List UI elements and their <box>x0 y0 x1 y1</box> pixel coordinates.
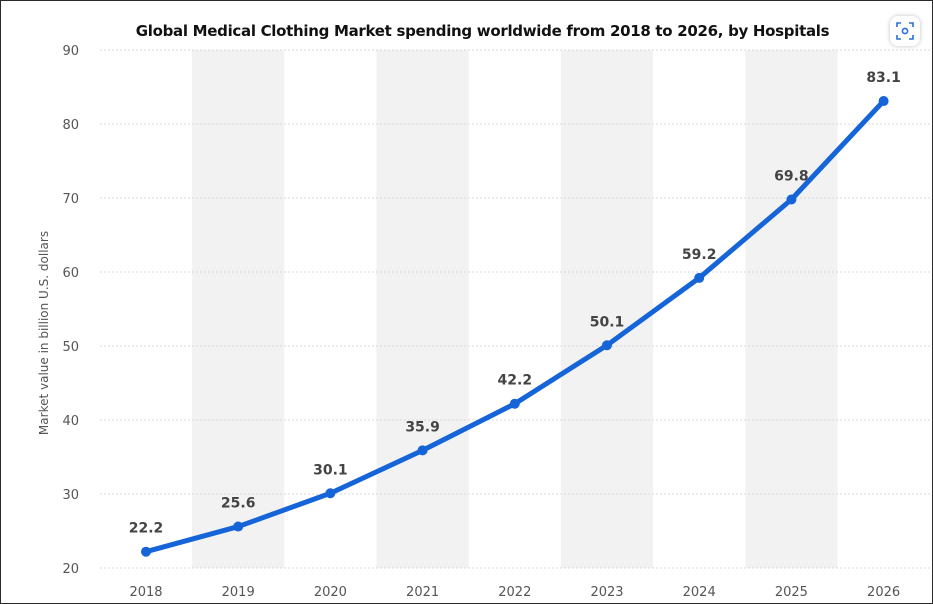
y-tick-label-60: 60 <box>62 266 79 281</box>
x-tick-label-2022: 2022 <box>498 585 531 600</box>
x-tick-label-2021: 2021 <box>406 585 439 600</box>
data-point-2021 <box>417 445 428 456</box>
data-point-2024 <box>694 272 705 283</box>
x-tick-label-2026: 2026 <box>867 585 900 600</box>
data-label-2024: 59.2 <box>682 247 717 263</box>
data-label-2025: 69.8 <box>774 168 809 184</box>
x-tick-label-2019: 2019 <box>222 585 255 600</box>
data-point-2026 <box>878 96 889 107</box>
column-band-2021 <box>376 50 469 568</box>
data-label-2021: 35.9 <box>405 419 440 435</box>
data-point-2018 <box>141 546 151 557</box>
data-point-2019 <box>233 521 244 532</box>
y-tick-label-30: 30 <box>62 488 79 503</box>
data-label-2018: 22.2 <box>129 521 164 537</box>
data-points <box>141 96 889 557</box>
y-tick-label-50: 50 <box>62 340 79 355</box>
scan-button[interactable] <box>890 16 920 46</box>
column-band-2025 <box>745 50 838 568</box>
data-point-2025 <box>786 194 797 205</box>
data-label-2026: 83.1 <box>866 70 901 86</box>
y-tick-label-90: 90 <box>62 44 79 59</box>
y-tick-label-80: 80 <box>62 118 79 133</box>
y-axis-ticks: 20 30 40 50 60 70 80 90 <box>62 44 79 577</box>
y-tick-label-40: 40 <box>62 414 79 429</box>
data-point-2023 <box>602 340 612 351</box>
data-label-2020: 30.1 <box>313 462 348 478</box>
x-tick-label-2018: 2018 <box>129 585 162 600</box>
data-label-2022: 42.2 <box>498 373 533 389</box>
data-label-2019: 25.6 <box>221 496 256 512</box>
y-tick-label-20: 20 <box>62 562 79 577</box>
x-axis-ticks: 2018 2019 2020 2021 2022 2023 2024 2025 2026 <box>129 585 900 600</box>
x-tick-label-2025: 2025 <box>775 585 808 600</box>
column-band-2023 <box>560 50 654 568</box>
x-tick-label-2020: 2020 <box>314 585 347 600</box>
data-label-2023: 50.1 <box>590 314 625 330</box>
x-tick-label-2023: 2023 <box>590 585 623 600</box>
column-bands <box>192 50 838 568</box>
y-axis-title: Market value in billion U.S. dollars <box>37 231 51 435</box>
column-band-2019 <box>192 50 285 568</box>
data-point-2022 <box>509 398 520 409</box>
scan-lens-icon <box>896 22 914 40</box>
chart-title: Global Medical Clothing Market spending … <box>135 22 830 40</box>
data-point-2020 <box>325 488 336 499</box>
data-labels: 22.2 25.6 30.1 35.9 42.2 50.1 59.2 69.8 83.1 <box>129 70 901 537</box>
x-tick-label-2024: 2024 <box>683 585 716 600</box>
y-tick-label-70: 70 <box>62 192 79 207</box>
